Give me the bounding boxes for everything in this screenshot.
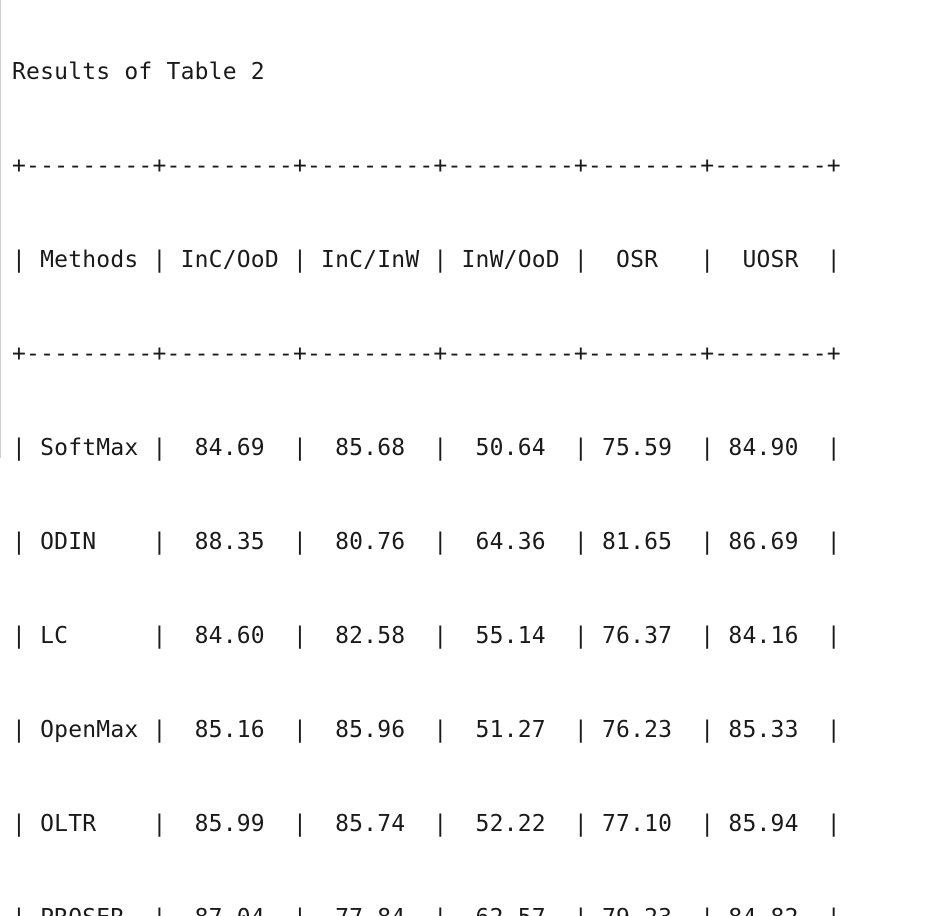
table-row: | PROSER | 87.04 | 77.84 | 62.57 | 79.23… [12,904,841,916]
table-row: | OLTR | 85.99 | 85.74 | 52.22 | 77.10 |… [12,811,841,837]
table-border-header: +---------+---------+---------+---------… [12,341,841,367]
output-title: Results of Table 2 [12,59,265,85]
table-row: | ODIN | 88.35 | 80.76 | 64.36 | 81.65 |… [12,529,841,555]
table-header-row: | Methods | InC/OoD | InC/InW | InW/OoD … [12,247,841,273]
table-row: | SoftMax | 84.69 | 85.68 | 50.64 | 75.5… [12,435,841,461]
table-border-top: +---------+---------+---------+---------… [12,153,841,179]
table-row: | LC | 84.60 | 82.58 | 55.14 | 76.37 | 8… [12,623,841,649]
table-row: | OpenMax | 85.16 | 85.96 | 51.27 | 76.2… [12,717,841,743]
terminal-output: Results of Table 2 +---------+---------+… [12,6,841,916]
